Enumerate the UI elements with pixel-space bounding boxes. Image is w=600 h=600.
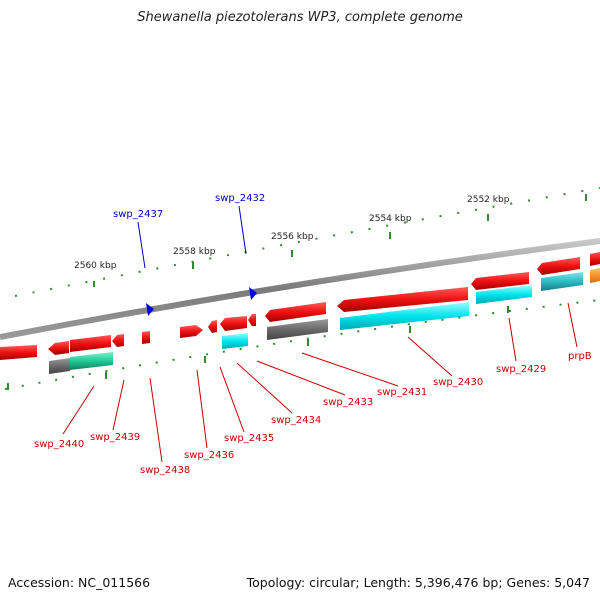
label-swp_2435[interactable]: swp_2435 (224, 433, 274, 444)
gene-swp_2431 (337, 287, 468, 312)
label-swp_2429[interactable]: swp_2429 (496, 364, 546, 375)
gene-swp_2441 (0, 345, 37, 360)
scale-label-2560: 2560 kbp (74, 261, 117, 271)
feature-row-2 (49, 268, 600, 374)
label-swp_2433[interactable]: swp_2433 (323, 397, 373, 408)
label-swp_2439[interactable]: swp_2439 (90, 432, 140, 443)
scale-label-2558: 2558 kbp (173, 247, 216, 257)
outer-major-ticks (93, 194, 587, 287)
label-swp_2438[interactable]: swp_2438 (140, 465, 190, 476)
scale-label-2556: 2556 kbp (271, 232, 314, 242)
gene-swp_2436 (180, 325, 203, 338)
gene-swp_2430 (471, 272, 529, 290)
blue-marker-2437 (146, 303, 154, 316)
feature-grey-1 (49, 358, 70, 374)
genome-summary-text: Topology: circular; Length: 5,396,476 bp… (246, 575, 590, 590)
accession-text: Accession: NC_011566 (8, 575, 151, 590)
gene-swp_2434 (220, 316, 247, 331)
feature-teal-2 (541, 272, 583, 291)
gene-swp_2438 (112, 334, 124, 347)
gene-row-1 (0, 252, 600, 360)
label-swp_2430[interactable]: swp_2430 (433, 377, 483, 388)
scale-label-2552: 2552 kbp (467, 195, 510, 205)
top-leaders (137, 205, 247, 269)
label-swp_2436[interactable]: swp_2436 (184, 450, 234, 461)
gene-swp_2435 (208, 320, 217, 333)
gene-swp_2432 (265, 302, 326, 322)
inner-major-ticks (7, 306, 509, 390)
label-prpB[interactable]: prpB (568, 351, 592, 362)
gene-swp_2437-small (142, 331, 150, 344)
map-title: Shewanella piezotolerans WP3, complete g… (137, 10, 463, 25)
feature-orange (590, 268, 600, 283)
genome-backbone (0, 238, 600, 340)
blue-marker-2432 (249, 287, 257, 300)
feature-cyan-3 (476, 285, 532, 304)
gene-swp_2433 (248, 314, 256, 326)
label-swp_2437[interactable]: swp_2437 (113, 209, 163, 220)
gene-prpB-edge (590, 252, 600, 266)
label-swp_2434[interactable]: swp_2434 (271, 415, 321, 426)
gene-swp_2440 (48, 341, 69, 355)
gene-swp_2429 (537, 257, 580, 275)
feature-cyan-2 (340, 302, 469, 330)
feature-grey-2 (267, 319, 328, 340)
feature-cyan-1 (222, 333, 248, 349)
label-swp_2432[interactable]: swp_2432 (215, 193, 265, 204)
label-swp_2440[interactable]: swp_2440 (34, 439, 84, 450)
feature-teal-1 (70, 352, 113, 370)
gene-swp_2439 (70, 335, 111, 352)
label-swp_2431[interactable]: swp_2431 (377, 387, 427, 398)
bottom-leaders (62, 302, 578, 463)
scale-label-2554: 2554 kbp (369, 214, 412, 224)
